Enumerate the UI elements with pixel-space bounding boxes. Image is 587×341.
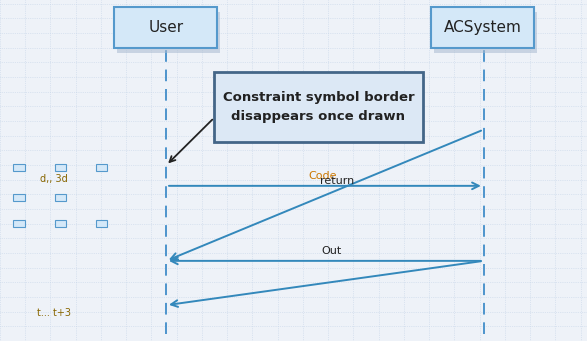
- Text: d,, 3d: d,, 3d: [40, 174, 68, 184]
- FancyBboxPatch shape: [13, 164, 25, 170]
- Text: Code: Code: [309, 171, 337, 181]
- FancyBboxPatch shape: [214, 72, 423, 142]
- FancyBboxPatch shape: [13, 220, 25, 227]
- FancyBboxPatch shape: [117, 12, 220, 53]
- FancyBboxPatch shape: [96, 164, 107, 170]
- Text: Out: Out: [322, 247, 342, 256]
- Text: ACSystem: ACSystem: [444, 20, 522, 35]
- FancyBboxPatch shape: [55, 194, 66, 201]
- FancyBboxPatch shape: [96, 220, 107, 227]
- Text: User: User: [149, 20, 183, 35]
- FancyBboxPatch shape: [55, 164, 66, 170]
- Text: Constraint symbol border
disappears once drawn: Constraint symbol border disappears once…: [222, 91, 414, 122]
- Text: t... t+3: t... t+3: [37, 308, 71, 318]
- FancyBboxPatch shape: [114, 7, 217, 48]
- Text: return: return: [321, 176, 355, 186]
- FancyBboxPatch shape: [431, 7, 534, 48]
- FancyBboxPatch shape: [434, 12, 537, 53]
- FancyBboxPatch shape: [55, 220, 66, 227]
- FancyBboxPatch shape: [13, 194, 25, 201]
